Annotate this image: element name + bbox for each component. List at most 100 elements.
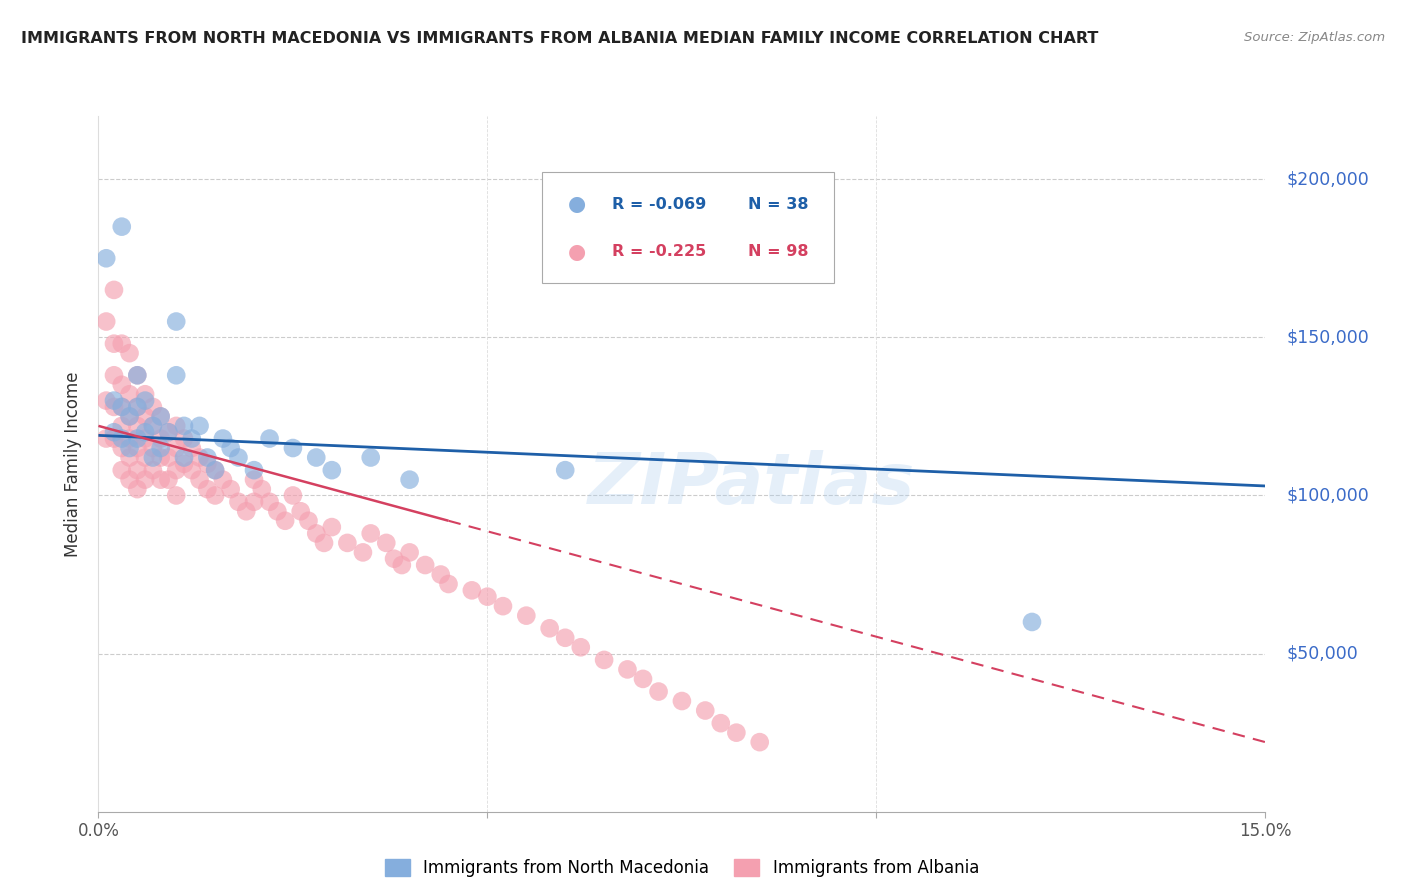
Point <box>360 526 382 541</box>
Point <box>352 545 374 559</box>
Point <box>477 590 499 604</box>
Text: Source: ZipAtlas.com: Source: ZipAtlas.com <box>1244 31 1385 45</box>
Point <box>259 495 281 509</box>
Point <box>157 425 180 440</box>
Point <box>554 631 576 645</box>
Point <box>219 441 242 455</box>
Point <box>173 457 195 471</box>
Point <box>336 536 359 550</box>
Point <box>250 482 273 496</box>
Point <box>118 450 141 465</box>
Point <box>157 473 180 487</box>
Point <box>195 482 218 496</box>
Point <box>173 432 195 446</box>
Point <box>212 432 235 446</box>
Point <box>103 432 125 446</box>
Point <box>312 536 335 550</box>
Point <box>290 504 312 518</box>
Point <box>671 694 693 708</box>
Point <box>492 599 515 614</box>
Point <box>593 653 616 667</box>
Point <box>180 432 202 446</box>
Point <box>142 418 165 433</box>
Point <box>204 463 226 477</box>
Point <box>103 336 125 351</box>
Point <box>204 488 226 502</box>
Point <box>127 400 149 414</box>
Point <box>118 346 141 360</box>
Point <box>111 418 134 433</box>
Text: N = 38: N = 38 <box>748 197 808 211</box>
Point <box>127 400 149 414</box>
Point <box>748 735 770 749</box>
Text: ZIPatlas: ZIPatlas <box>588 450 915 519</box>
Point <box>149 432 172 446</box>
Point <box>165 314 187 328</box>
Text: R = -0.069: R = -0.069 <box>612 197 706 211</box>
Point <box>149 473 172 487</box>
Point <box>725 725 748 739</box>
Point <box>118 473 141 487</box>
Point <box>127 441 149 455</box>
Text: IMMIGRANTS FROM NORTH MACEDONIA VS IMMIGRANTS FROM ALBANIA MEDIAN FAMILY INCOME : IMMIGRANTS FROM NORTH MACEDONIA VS IMMIG… <box>21 31 1098 46</box>
Point <box>103 400 125 414</box>
Point <box>180 441 202 455</box>
Point <box>149 441 172 455</box>
Point <box>118 409 141 424</box>
Point <box>165 463 187 477</box>
Point <box>149 409 172 424</box>
Point <box>647 684 669 698</box>
Point <box>695 704 717 718</box>
Point <box>134 387 156 401</box>
Point <box>142 418 165 433</box>
Point <box>274 514 297 528</box>
Point <box>243 463 266 477</box>
Text: R = -0.225: R = -0.225 <box>612 244 706 260</box>
Point <box>461 583 484 598</box>
Point <box>127 432 149 446</box>
Point <box>243 495 266 509</box>
Point <box>118 441 141 455</box>
Point <box>111 400 134 414</box>
Point <box>188 418 211 433</box>
Point <box>96 393 118 408</box>
Point <box>243 473 266 487</box>
Point <box>219 482 242 496</box>
Point <box>165 418 187 433</box>
Point <box>398 545 420 559</box>
Text: ●: ● <box>568 242 586 261</box>
Point <box>195 450 218 465</box>
Point <box>134 473 156 487</box>
Point <box>96 314 118 328</box>
Point <box>149 450 172 465</box>
Point <box>103 283 125 297</box>
Point <box>305 450 328 465</box>
Point <box>360 450 382 465</box>
Point <box>413 558 436 572</box>
Point <box>103 368 125 383</box>
Point <box>398 473 420 487</box>
FancyBboxPatch shape <box>541 171 834 283</box>
Point <box>127 463 149 477</box>
Point <box>1021 615 1043 629</box>
Point <box>111 432 134 446</box>
Text: $200,000: $200,000 <box>1286 170 1369 188</box>
Point <box>96 252 118 266</box>
Point <box>391 558 413 572</box>
Point <box>515 608 537 623</box>
Point <box>297 514 319 528</box>
Point <box>538 621 561 635</box>
Point <box>134 450 156 465</box>
Point <box>173 418 195 433</box>
Point <box>142 400 165 414</box>
Point <box>321 463 343 477</box>
Point <box>111 377 134 392</box>
Point <box>204 463 226 477</box>
Point <box>111 336 134 351</box>
Point <box>228 495 250 509</box>
Text: $100,000: $100,000 <box>1286 486 1369 505</box>
Point <box>127 418 149 433</box>
Point <box>165 368 187 383</box>
Point <box>188 450 211 465</box>
Point <box>710 716 733 731</box>
